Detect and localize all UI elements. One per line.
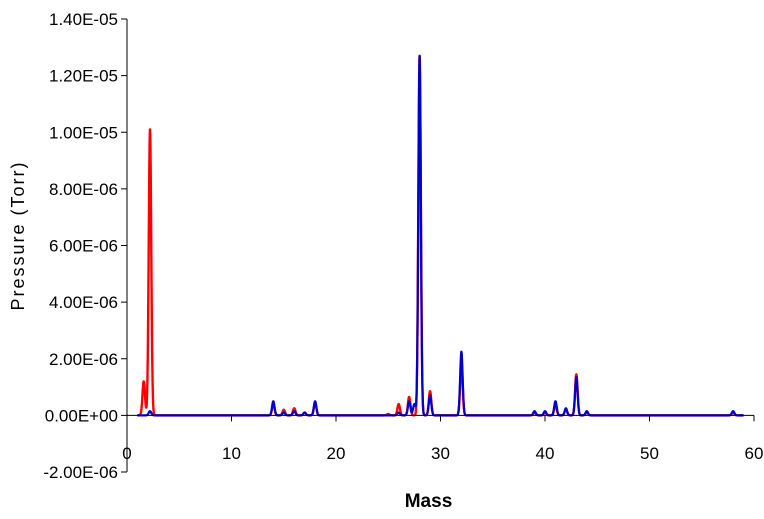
x-tick-label: 40	[536, 444, 555, 463]
y-tick-label: 6.00E-06	[49, 237, 118, 256]
y-tick-label: 1.40E-05	[49, 10, 118, 29]
series-line-1	[136, 54, 745, 417]
x-tick-label: 60	[745, 444, 764, 463]
y-tick-label: 4.00E-06	[49, 293, 118, 312]
series-line-2	[136, 54, 745, 417]
x-tick-labels: 0 10 20 30 40 50 60	[122, 444, 763, 463]
y-tick-labels: -2.00E-06 0.00E+00 2.00E-06 4.00E-06 6.00E-0…	[43, 10, 118, 482]
series-layer	[136, 54, 745, 417]
x-axis-title: Mass	[405, 491, 453, 512]
y-tick-label: -2.00E-06	[43, 463, 118, 482]
y-tick-label: 1.20E-05	[49, 67, 118, 86]
x-tick-label: 20	[327, 444, 346, 463]
x-tick-label: 30	[431, 444, 450, 463]
y-tick-label: 0.00E+00	[45, 406, 118, 425]
y-tick-label: 2.00E-06	[49, 350, 118, 369]
y-tick-label: 1.00E-05	[49, 123, 118, 142]
x-tick-marks	[126, 415, 755, 422]
y-axis-title: Pressure (Torr)	[8, 160, 28, 310]
y-tick-marks	[121, 18, 127, 473]
x-tick-label: 50	[640, 444, 659, 463]
y-tick-label: 8.00E-06	[49, 180, 118, 199]
x-tick-label: 10	[222, 444, 241, 463]
